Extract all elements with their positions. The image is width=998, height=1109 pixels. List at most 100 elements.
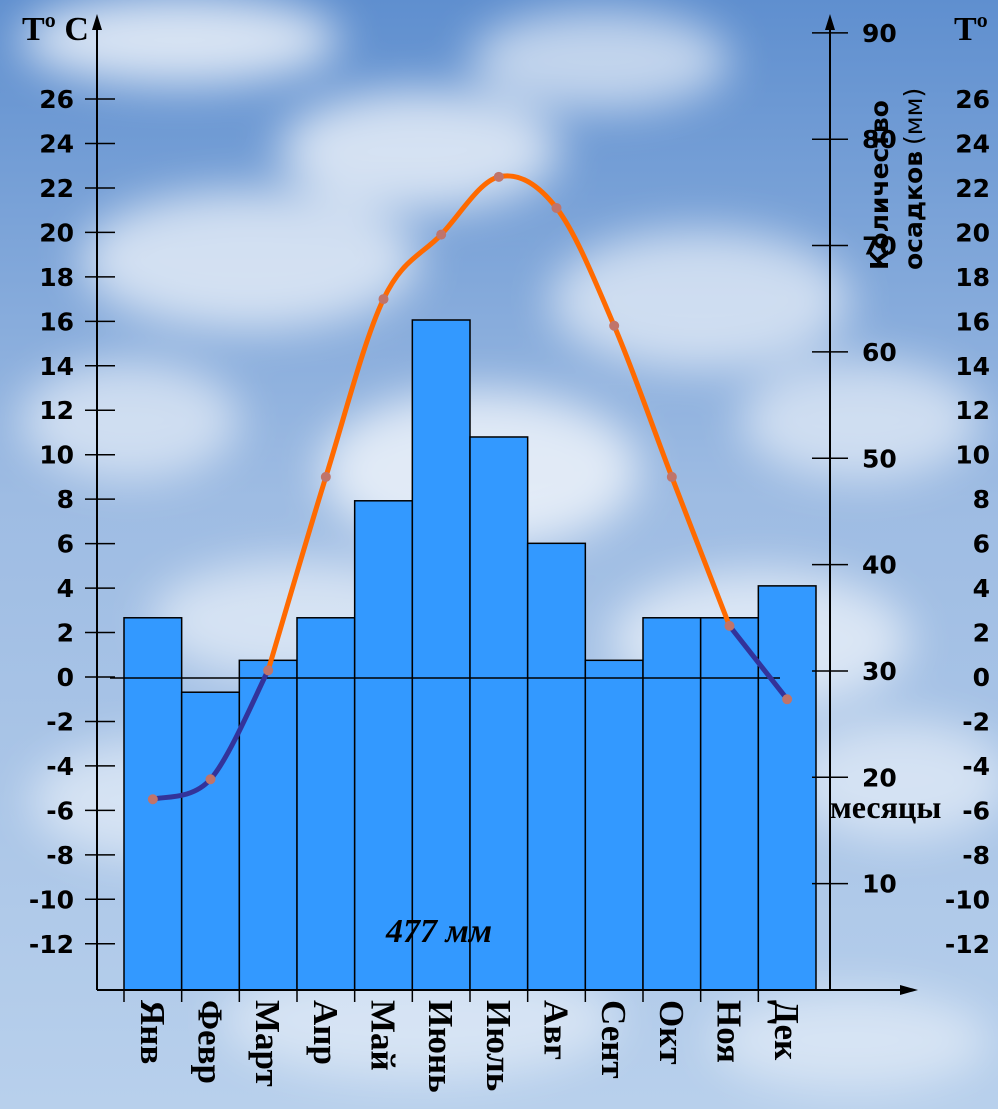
precip-bar-11: [699, 617, 760, 991]
left-tick-label-18: -8: [46, 841, 74, 870]
right-tick-label-3: 22: [955, 174, 990, 203]
left-tick-label-12: 4: [57, 574, 74, 603]
left-tick-label-4: 20: [39, 218, 74, 247]
right-tick-label-16: -4: [962, 752, 990, 781]
month-label-group-12: Дек: [767, 1000, 806, 1061]
precipitation-ticks: 160150140130120110100908070605040302010: [812, 19, 897, 899]
month-label-8: Авг: [537, 1000, 576, 1060]
precip-tick-label-12: 50: [862, 444, 897, 473]
temp-point-8: [551, 202, 562, 213]
month-label-3: Март: [248, 1000, 287, 1087]
month-label-4: Апр: [306, 1000, 345, 1065]
temperature-points: [147, 171, 793, 805]
left-tick-label-6: 16: [39, 307, 74, 336]
month-label-group-9: Сент: [594, 1000, 633, 1079]
precip-tick-label-11: 60: [862, 338, 897, 367]
left-tick-label-1: 26: [39, 85, 74, 114]
precipitation-bars: [123, 319, 817, 991]
total-precipitation-annotation: 477 мм: [385, 913, 492, 950]
month-label-11: Ноя: [710, 1000, 749, 1063]
month-label-group-5: Май: [364, 1000, 403, 1071]
right-tick-label-17: -6: [962, 796, 990, 825]
precip-bar-7: [469, 436, 529, 991]
left-tick-label-2: 24: [39, 129, 74, 158]
x-axis-title: месяцы: [830, 789, 941, 825]
svg-text:осадков(мм): осадков (мм): [899, 88, 928, 270]
right-tick-label-7: 14: [955, 352, 990, 381]
left-tick-label-10: 8: [57, 485, 74, 514]
month-label-12: Дек: [767, 1000, 806, 1061]
temp-point-2: [205, 774, 216, 785]
right-tick-label-9: 10: [955, 441, 990, 470]
right-tick-label-8: 12: [955, 396, 990, 425]
precipitation-axis-unit: (мм): [899, 88, 928, 145]
left-tick-label-11: 6: [57, 530, 74, 559]
temp-point-10: [666, 471, 677, 482]
left-tick-label-14: 0: [57, 663, 74, 692]
left-tick-label-20: -12: [29, 930, 74, 959]
precip-bar-2: [180, 691, 241, 991]
right-tick-label-14: 0: [973, 663, 990, 692]
precip-bar-9: [584, 659, 644, 991]
month-label-group-10: Окт: [652, 1000, 691, 1065]
month-label-group-8: Авг: [537, 1000, 576, 1060]
left-tick-label-3: 22: [39, 174, 74, 203]
x-axis-arrow: [900, 985, 918, 995]
right-tick-label-1: 26: [955, 85, 990, 114]
month-label-2: Февр: [191, 1000, 230, 1084]
right-tick-label-5: 18: [955, 263, 990, 292]
month-label-7: Июль: [479, 1000, 518, 1091]
right-tick-label-10: 8: [973, 485, 990, 514]
temp-point-3: [263, 665, 274, 676]
precip-bar-6: [411, 319, 471, 991]
precip-tick-label-10: 70: [862, 232, 897, 261]
month-label-group-4: Апр: [306, 1000, 345, 1065]
left-tick-label-9: 10: [39, 441, 74, 470]
right-tick-label-12: 4: [973, 574, 990, 603]
month-label-5: Май: [364, 1000, 403, 1071]
precipitation-axis-title: Количество: [865, 100, 894, 270]
month-label-group-11: Ноя: [710, 1000, 749, 1063]
precip-tick-label-8: 90: [862, 19, 897, 48]
left-tick-label-5: 18: [39, 263, 74, 292]
temp-point-4: [320, 471, 331, 482]
left-tick-label-13: 2: [57, 619, 74, 648]
precip-tick-label-9: 80: [862, 125, 897, 154]
month-label-10: Окт: [652, 1000, 691, 1065]
right-tick-label-4: 20: [955, 218, 990, 247]
month-label-6: Июнь: [421, 1000, 460, 1093]
left-axis-arrow: [92, 14, 102, 30]
month-label-group-3: Март: [248, 1000, 287, 1087]
right-tick-label-6: 16: [955, 307, 990, 336]
temp-point-9: [609, 320, 620, 331]
temp-point-5: [378, 294, 389, 305]
right-axis-arrow: [825, 14, 835, 30]
right-axis-title: Tº C: [954, 11, 998, 48]
month-label-group-7: Июль: [479, 1000, 518, 1091]
left-axis-title: Tº C: [22, 11, 89, 48]
precipitation-axis-title-word: осадков: [899, 151, 928, 270]
svg-text:Количество: Количество: [865, 100, 894, 270]
temp-point-1: [147, 794, 158, 805]
right-tick-label-20: -12: [945, 930, 990, 959]
month-label-group-2: Февр: [191, 1000, 230, 1084]
right-tick-label-13: 2: [973, 619, 990, 648]
right-tick-label-15: -2: [962, 707, 990, 736]
left-tick-label-19: -10: [29, 885, 74, 914]
right-tick-label-18: -8: [962, 841, 990, 870]
month-label-9: Сент: [594, 1000, 633, 1079]
right-tick-label-11: 6: [973, 530, 990, 559]
precip-tick-label-13: 40: [862, 551, 897, 580]
right-tick-label-19: -10: [945, 885, 990, 914]
precip-bar-12: [757, 585, 817, 991]
temp-point-11: [724, 620, 735, 631]
left-tick-label-8: 12: [39, 396, 74, 425]
precip-bar-5: [353, 500, 414, 991]
temp-point-7: [493, 171, 504, 182]
precip-bar-4: [296, 617, 356, 991]
left-tick-label-7: 14: [39, 352, 74, 381]
temp-point-12: [782, 694, 793, 705]
